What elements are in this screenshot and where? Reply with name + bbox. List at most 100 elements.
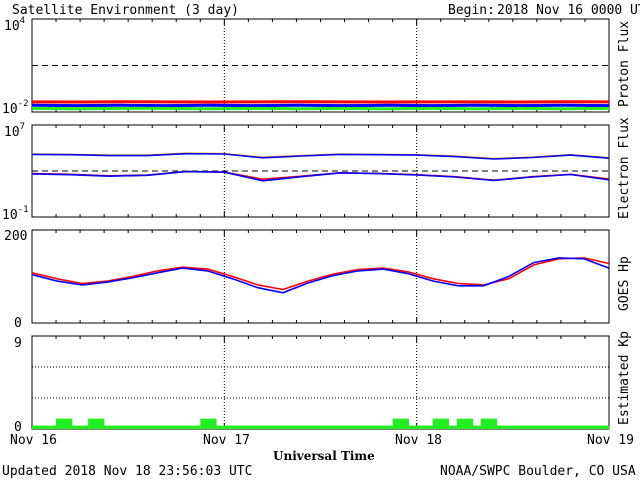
kp-bar [473, 426, 481, 429]
kp-bar [401, 419, 409, 429]
kp-bar [457, 419, 465, 429]
xtick-nov16: Nov 16 [10, 433, 57, 448]
kp-ytick-top: 9 [14, 336, 22, 351]
kp-bar [449, 426, 457, 429]
kp-bar [104, 426, 112, 429]
proton-ytick-bottom: 10-2 [2, 99, 29, 117]
kp-bar [569, 426, 577, 429]
kp-bar [176, 426, 184, 429]
kp-bar [272, 426, 280, 429]
kp-bar [601, 426, 609, 429]
kp-bar [264, 426, 272, 429]
kp-bar [553, 426, 561, 429]
kp-bar [240, 426, 248, 429]
kp-bar [369, 426, 377, 429]
updated-timestamp: Updated 2018 Nov 18 23:56:03 UTC [2, 464, 252, 479]
kp-bar [304, 426, 312, 429]
electron-flux-label: Electron Flux [617, 117, 632, 219]
kp-bar [481, 419, 489, 429]
kp-bar [505, 426, 513, 429]
begin-value: 2018 Nov 16 0000 UTC [497, 3, 640, 18]
kp-bar [192, 426, 200, 429]
goes-ytick-bottom: 0 [14, 316, 22, 331]
estimated-kp-label: Estimated Kp [617, 331, 632, 425]
kp-bar [152, 426, 160, 429]
kp-bar [280, 426, 288, 429]
kp-bar [377, 426, 385, 429]
kp-bar [216, 426, 224, 429]
begin-label: Begin: [448, 3, 495, 18]
kp-bar [88, 419, 96, 429]
chart-marks [32, 19, 609, 429]
kp-bar [409, 426, 417, 429]
kp-bar [248, 426, 256, 429]
kp-bar [345, 426, 353, 429]
kp-bar [353, 426, 361, 429]
kp-bar [441, 419, 449, 429]
kp-bar [184, 426, 192, 429]
kp-bar [232, 426, 240, 429]
kp-bar [112, 426, 120, 429]
proton-flux-label: Proton Flux [617, 21, 632, 107]
kp-bar [433, 419, 441, 429]
kp-bar [329, 426, 337, 429]
kp-bar [56, 419, 64, 429]
series-line [32, 172, 609, 181]
electron-ytick-bottom: 10-1 [2, 205, 29, 223]
kp-bar [296, 426, 304, 429]
kp-bar [577, 426, 585, 429]
kp-bar [72, 426, 80, 429]
kp-bar [385, 426, 393, 429]
kp-bar [32, 426, 40, 429]
kp-bar [128, 426, 136, 429]
kp-bar [160, 426, 168, 429]
kp-bar [561, 426, 569, 429]
kp-bar [545, 426, 553, 429]
kp-bar [40, 426, 48, 429]
kp-bar [288, 426, 296, 429]
credit-text: NOAA/SWPC Boulder, CO USA [440, 464, 636, 479]
kp-bar [321, 426, 329, 429]
xtick-nov19: Nov 19 [587, 433, 634, 448]
kp-bar [168, 426, 176, 429]
kp-bar [425, 426, 433, 429]
xtick-nov17: Nov 17 [203, 433, 250, 448]
kp-bar [48, 426, 56, 429]
kp-bar [585, 426, 593, 429]
kp-bar [537, 426, 545, 429]
kp-bar [120, 426, 128, 429]
kp-bar [593, 426, 601, 429]
chart-title: Satellite Environment (3 day) [12, 3, 239, 18]
kp-panel-frame [32, 336, 609, 429]
xtick-nov18: Nov 18 [395, 433, 442, 448]
kp-bar [337, 426, 345, 429]
electron-ytick-top: 107 [4, 122, 25, 140]
kp-bar [312, 426, 320, 429]
kp-bar [136, 426, 144, 429]
kp-bar [529, 426, 537, 429]
kp-bar [144, 426, 152, 429]
kp-bar [80, 426, 88, 429]
goes-ytick-top: 200 [4, 229, 27, 244]
kp-bar [64, 419, 72, 429]
kp-bar [393, 419, 401, 429]
kp-bar [417, 426, 425, 429]
x-axis-label: Universal Time [273, 449, 375, 463]
series-line [32, 258, 609, 290]
kp-bar [224, 426, 232, 429]
kp-bar [96, 419, 104, 429]
goes-hp-panel-frame [32, 230, 609, 323]
kp-bar [497, 426, 505, 429]
goes-hp-label: GOES Hp [617, 256, 632, 311]
kp-bar [521, 426, 529, 429]
kp-bar [489, 419, 497, 429]
kp-bar [208, 419, 216, 429]
kp-bar [361, 426, 369, 429]
kp-bar [256, 426, 264, 429]
kp-bar [465, 419, 473, 429]
series-line [32, 258, 609, 293]
kp-bar [513, 426, 521, 429]
proton-ytick-top: 104 [4, 16, 25, 34]
